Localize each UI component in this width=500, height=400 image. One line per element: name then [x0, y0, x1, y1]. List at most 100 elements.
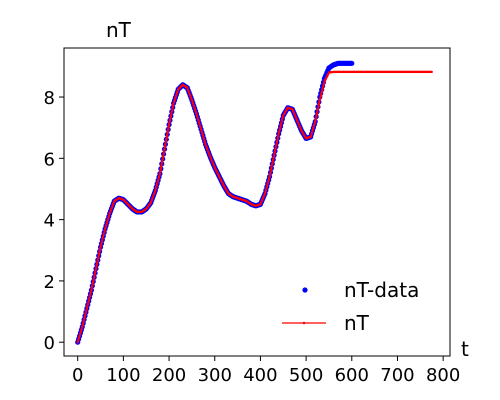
nT-point: [214, 168, 217, 171]
nT-point: [212, 164, 216, 167]
nT-point: [187, 91, 191, 94]
nT-point: [202, 137, 205, 140]
nT-point: [161, 157, 164, 161]
series-nT: [76, 70, 433, 344]
nT-point: [160, 162, 163, 166]
nT-point: [77, 337, 80, 341]
y-tick-label-6: 6: [44, 149, 55, 170]
nT-point: [168, 119, 172, 122]
nT-point: [269, 171, 272, 174]
nT-point: [318, 98, 322, 102]
nT-point: [201, 134, 205, 137]
y-axis: 0 2 4 6 8: [44, 88, 64, 354]
nT-point: [92, 280, 95, 283]
nT-point: [80, 328, 83, 332]
nT-point: [186, 86, 189, 90]
nT-point: [83, 314, 87, 318]
nT-point: [149, 201, 152, 204]
nT-point: [98, 250, 101, 253]
nT-point: [103, 231, 106, 234]
x-tick-label-500: 500: [289, 365, 323, 386]
nT-point: [174, 96, 177, 99]
nT-point: [321, 87, 324, 91]
nT-point: [204, 143, 207, 146]
nT-point: [325, 76, 328, 80]
nT-point: [90, 288, 93, 292]
nT-point: [157, 175, 161, 179]
nT-point: [313, 123, 316, 126]
nT-point: [205, 145, 208, 149]
nT-point: [191, 101, 195, 105]
nT-point: [298, 125, 301, 128]
y-tick-label-2: 2: [44, 272, 55, 293]
nT-point: [311, 129, 314, 132]
nT-point: [208, 153, 211, 156]
nT-point: [217, 173, 220, 177]
nT-point: [271, 162, 274, 166]
nT-point: [296, 120, 300, 124]
nT-point: [430, 70, 433, 74]
nT-point: [208, 155, 212, 158]
nT-point: [78, 334, 81, 338]
nT-point: [272, 154, 276, 157]
legend-marker-nT-data: [302, 287, 308, 293]
nT-point: [319, 95, 322, 98]
nT-point: [189, 96, 193, 99]
nT-point: [173, 99, 176, 102]
nT-point: [297, 123, 300, 126]
nT-point: [86, 303, 89, 307]
nT-point: [293, 114, 297, 117]
nT-point: [326, 73, 330, 76]
nT-point: [102, 234, 105, 238]
nT-point: [166, 128, 170, 131]
nT-point: [310, 132, 313, 136]
nT-point: [87, 299, 90, 303]
nT-point: [159, 167, 163, 170]
nT-point: [312, 126, 315, 129]
nT-point: [81, 322, 85, 325]
nT-point: [309, 135, 312, 139]
nT-point: [107, 215, 110, 218]
nT-point: [194, 109, 197, 113]
nT-point: [281, 117, 284, 121]
x-tick-label-100: 100: [106, 365, 140, 386]
nT-point: [314, 116, 318, 119]
nT-point: [164, 143, 167, 146]
x-tick-label-200: 200: [152, 365, 186, 386]
nT-point: [153, 191, 156, 195]
nT-point: [280, 121, 283, 124]
nT-point: [156, 179, 160, 182]
nT-point: [200, 131, 204, 134]
legend: nT-data nT: [282, 278, 419, 335]
nT-point: [277, 132, 280, 136]
nT-point: [295, 118, 299, 122]
nT-point: [193, 107, 196, 110]
nT-point: [167, 123, 171, 126]
nT-point: [81, 325, 84, 329]
nT-point: [276, 136, 279, 140]
nT-point: [175, 93, 178, 97]
x-axis-label: t: [461, 337, 469, 361]
nT-point: [152, 194, 155, 197]
nT-point: [291, 108, 294, 111]
nT-point: [101, 238, 104, 242]
nT-point: [293, 112, 296, 115]
nT-point: [218, 175, 221, 178]
nT-point: [198, 124, 202, 128]
nT-point: [163, 147, 166, 151]
nT-point: [110, 207, 113, 210]
data-layer: [75, 60, 433, 345]
nT-point: [170, 110, 174, 113]
y-tick-label-8: 8: [44, 88, 55, 109]
nT-data-point: [349, 60, 355, 66]
nT-point: [259, 203, 262, 206]
nT-point: [91, 284, 94, 288]
nT-point: [261, 198, 264, 202]
nT-point: [219, 179, 223, 182]
nT-point: [112, 202, 115, 205]
nT-point: [273, 149, 277, 153]
x-tick-label-700: 700: [380, 365, 414, 386]
y-axis-label: nT: [106, 18, 132, 42]
plot-frame: [63, 47, 451, 357]
nT-point: [262, 194, 266, 197]
